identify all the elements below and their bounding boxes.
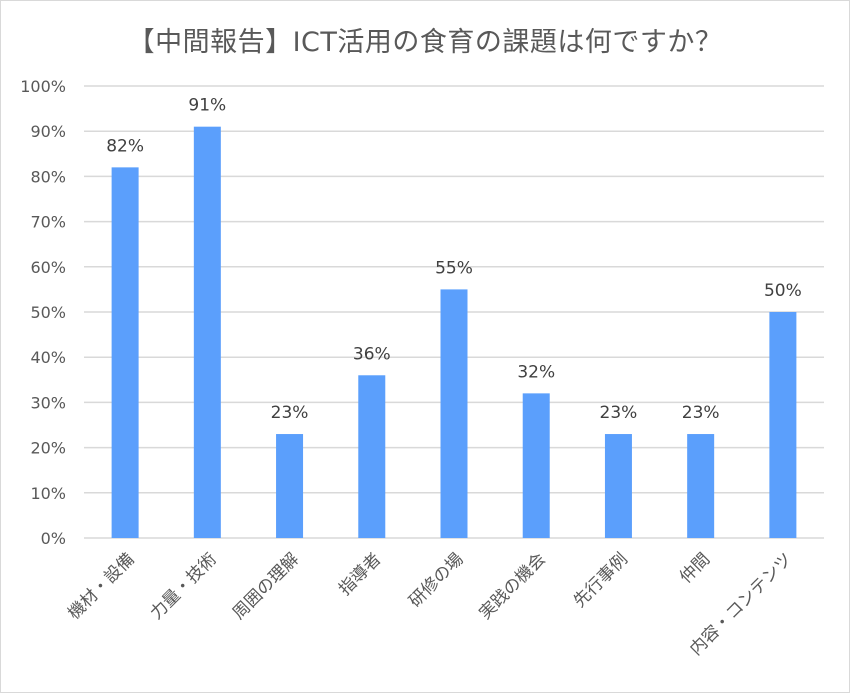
category-labels: 機材・設備 力量・技術 周囲の理解 指導者 研修の場 実践の機会 先行事例 仲間内容・コンテン… — [64, 549, 796, 659]
y-tick-label: 20% — [30, 439, 66, 458]
bar — [604, 434, 632, 538]
data-label: 55% — [435, 258, 473, 278]
data-label: 23% — [682, 403, 720, 423]
y-tick-label: 100% — [20, 77, 66, 96]
category-label: 仲間 — [676, 549, 714, 587]
data-labels: 82% 91% 23% 36% 55% 32% 23% 23% 50% — [106, 96, 802, 423]
y-axis-ticks: 0% 10% 20% 30% 40% 50% 60% 70% 80% 90% 100% — [20, 77, 66, 548]
data-label: 82% — [106, 136, 144, 156]
bar — [193, 126, 221, 539]
y-tick-label: 40% — [30, 348, 66, 367]
bar — [440, 289, 468, 538]
category-label: 先行事例 — [570, 549, 632, 611]
category-label: 力量・技術 — [147, 549, 221, 623]
bar — [111, 167, 139, 539]
bar — [276, 434, 304, 538]
bar — [358, 375, 386, 538]
data-label: 32% — [517, 362, 555, 382]
bar — [522, 393, 550, 538]
category-label: 機材・設備 — [64, 549, 138, 623]
data-label: 50% — [764, 281, 802, 301]
y-tick-label: 30% — [30, 393, 66, 412]
data-label: 23% — [271, 403, 309, 423]
data-label: 91% — [188, 96, 226, 116]
category-label: 周囲の理解 — [229, 549, 303, 623]
y-tick-label: 80% — [30, 167, 66, 186]
y-tick-label: 50% — [30, 303, 66, 322]
category-label: 指導者 — [335, 549, 385, 599]
bar — [769, 312, 797, 538]
y-tick-label: 70% — [30, 213, 66, 232]
category-label: 実践の機会 — [476, 549, 550, 623]
y-tick-label: 90% — [30, 122, 66, 141]
y-tick-label: 10% — [30, 484, 66, 503]
bars — [111, 126, 797, 539]
chart-title: 【中間報告】ICT活用の食育の課題は何ですか？ — [127, 27, 723, 58]
bar — [687, 434, 715, 538]
y-tick-label: 60% — [30, 258, 66, 277]
y-tick-label: 0% — [41, 529, 66, 548]
data-label: 36% — [353, 344, 391, 364]
data-label: 23% — [600, 403, 638, 423]
category-label: 研修の場 — [405, 549, 467, 611]
